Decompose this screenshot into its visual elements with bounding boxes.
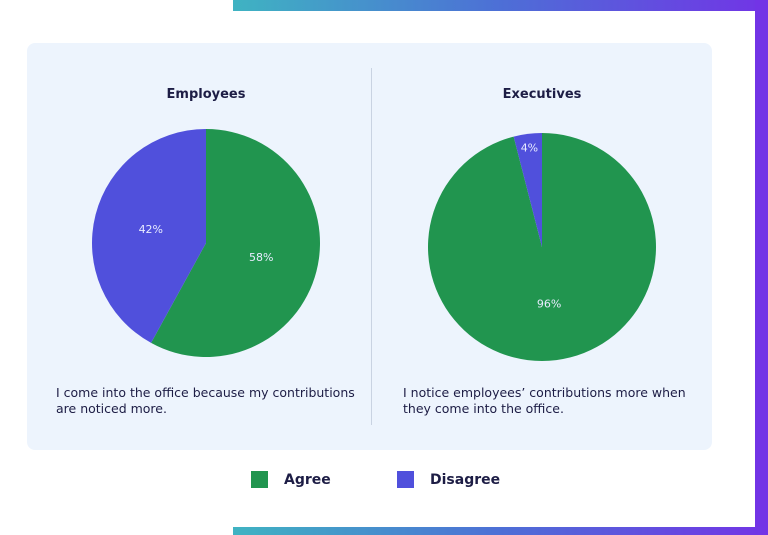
legend-item-disagree: Disagree [397,471,500,488]
data-label: 58% [249,251,273,264]
caption-executives: I notice employees’ contributions more w… [403,385,686,416]
divider [371,68,372,425]
legend-item-agree: Agree [251,471,331,488]
pie-slice-agree [151,129,320,357]
data-label: 4% [521,141,538,154]
data-label: 96% [537,298,561,311]
gradient-frame-top [233,0,768,11]
pie-slice-disagree [91,129,206,343]
pie-slice-disagree [513,133,542,247]
pie-slice-agree [427,133,656,362]
legend-swatch-agree [251,471,268,488]
gradient-frame-bottom [233,527,768,535]
caption-employees: I come into the office because my contri… [56,385,355,416]
legend-label: Disagree [430,471,501,488]
legend-label: Agree [284,471,331,488]
chart-title-employees: Employees [166,87,246,102]
chart-title-executives: Executives [502,87,582,102]
data-label: 42% [139,223,163,236]
legend-swatch-disagree [397,471,414,488]
gradient-frame-right [755,0,768,535]
